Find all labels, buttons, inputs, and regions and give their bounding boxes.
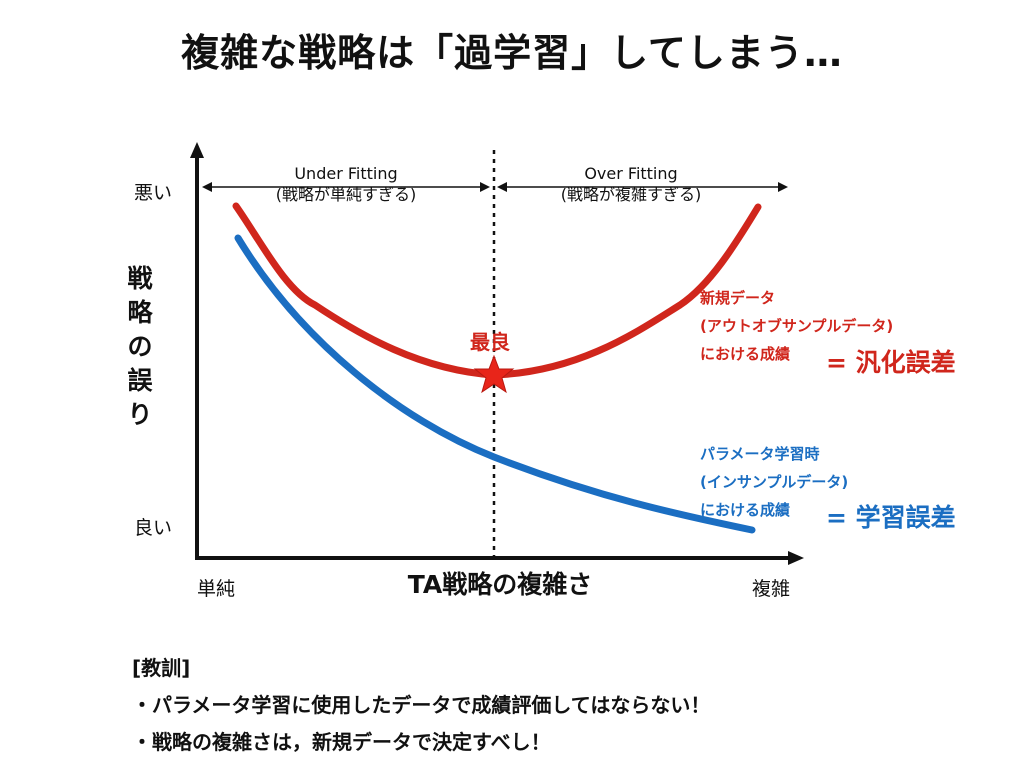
training-note: パラメータ学習時 (インサンプルデータ) における成績: [700, 445, 849, 519]
overfit-label: Over Fitting (戦略が複雑すぎる): [560, 164, 702, 204]
y-bottom-label: 良い: [134, 517, 173, 539]
page-title: 複雑な戦略は「過学習」してしまう…: [181, 31, 843, 75]
y-axis-title: 戦 略 の 誤 り: [127, 264, 153, 429]
best-label: 最良: [470, 330, 510, 354]
x-left-label: 単純: [197, 578, 236, 600]
lesson-block: [教訓] ・パラメータ学習に使用したデータで成績評価してはならない！ ・戦略の複…: [132, 650, 710, 761]
generalization-note: 新規データ (アウトオブサンプルデータ) における成績: [700, 289, 894, 363]
underfit-label: Under Fitting (戦略が単純すぎる): [275, 164, 417, 204]
best-point-star-icon: [473, 354, 515, 394]
x-right-label: 複雑: [752, 578, 791, 600]
lesson-heading: [教訓]: [132, 656, 191, 680]
x-axis-title: TA戦略の複雑さ: [407, 570, 593, 599]
x-axis-arrowhead: [788, 551, 804, 565]
y-axis-arrowhead: [190, 142, 204, 158]
lesson-item: ・パラメータ学習に使用したデータで成績評価してはならない！: [132, 693, 711, 717]
training-error-curve: [234, 234, 756, 534]
generalization-error-label: = 汎化誤差: [826, 348, 956, 377]
y-top-label: 悪い: [134, 182, 173, 204]
training-error-label: = 学習誤差: [826, 503, 956, 532]
lesson-item: ・戦略の複雑さは，新規データで決定すべし！: [132, 730, 551, 754]
